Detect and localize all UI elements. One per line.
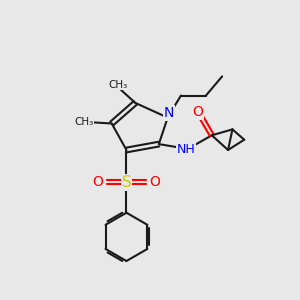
Text: O: O	[150, 176, 160, 189]
Text: CH₃: CH₃	[108, 80, 127, 90]
Text: O: O	[193, 105, 203, 119]
Text: NH: NH	[176, 142, 195, 156]
Text: O: O	[92, 176, 103, 189]
Text: N: N	[164, 106, 174, 120]
Text: S: S	[122, 175, 131, 190]
Text: CH₃: CH₃	[74, 117, 93, 127]
